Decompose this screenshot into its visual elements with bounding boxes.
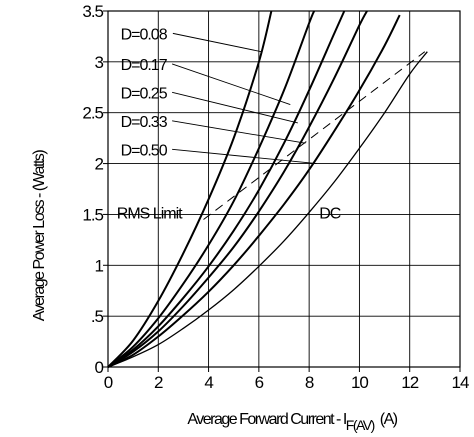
curve-labels: D=0.08 D=0.17 D=0.25 D=0.33 D=0.50 DC RMS Limi… <box>117 26 342 222</box>
x-tick-label: 6 <box>255 373 264 392</box>
leader-line-d-0-33 <box>172 120 306 144</box>
y-tick-label: .5 <box>91 307 104 326</box>
leader-lines <box>171 32 317 165</box>
x-axis-title-subscript: F(AV) <box>346 417 375 433</box>
y-tick-label: 2.5 <box>82 104 103 123</box>
x-tick-label: 8 <box>305 373 314 392</box>
series-label-d-0-25: D=0.25 <box>121 85 168 102</box>
plot-frame <box>107 10 461 368</box>
series-label-d-0-08: D=0.08 <box>121 26 168 43</box>
x-tick-label: 14 <box>452 373 469 392</box>
series-label-rms-limit: RMS Limit <box>117 205 183 222</box>
leader-line-d-0-17 <box>171 63 291 106</box>
series-line-rms-limit <box>203 51 426 220</box>
series-line-d-0-25 <box>107 10 346 368</box>
series-label-dc: DC <box>319 205 341 222</box>
series-label-d-0-33: D=0.33 <box>121 114 168 131</box>
y-tick-label: 0 <box>95 358 104 377</box>
series-line-d-0-08 <box>107 10 273 368</box>
leader-line-d-0-08 <box>172 32 262 53</box>
axis-ticks: 0 2 4 6 8 10 12 14 0 .5 1 1.5 2 2.5 3 3.5 <box>82 2 470 392</box>
series-label-d-0-50: D=0.50 <box>121 142 168 159</box>
x-tick-label: 2 <box>154 373 163 392</box>
leader-line-d-0-50 <box>172 148 317 165</box>
series-label-d-0-17: D=0.17 <box>121 57 168 74</box>
y-tick-label: 2 <box>95 155 104 174</box>
curves <box>107 10 428 368</box>
x-axis-title: Average Forward Current - IF(AV) (A) <box>187 411 397 433</box>
y-tick-label: 3.5 <box>82 2 103 21</box>
series-line-d-0-50 <box>107 14 401 368</box>
y-tick-label: 1 <box>95 256 104 275</box>
y-tick-label: 3 <box>95 53 104 72</box>
series-line-d-0-17 <box>107 10 316 368</box>
leader-line-d-0-25 <box>172 91 298 124</box>
grid <box>108 11 460 367</box>
x-axis-title-unit: (A) <box>380 411 398 428</box>
x-tick-label: 12 <box>401 373 418 392</box>
series-line-dc <box>107 51 428 368</box>
y-tick-label: 1.5 <box>82 205 103 224</box>
y-axis-title: Average Power Loss - (Watts) <box>31 150 48 322</box>
x-tick-label: 0 <box>104 373 113 392</box>
x-tick-label: 10 <box>351 373 368 392</box>
series-line-d-0-33 <box>107 10 368 368</box>
x-tick-label: 4 <box>204 373 213 392</box>
x-axis-title-main: Average Forward Current - I <box>187 411 345 428</box>
